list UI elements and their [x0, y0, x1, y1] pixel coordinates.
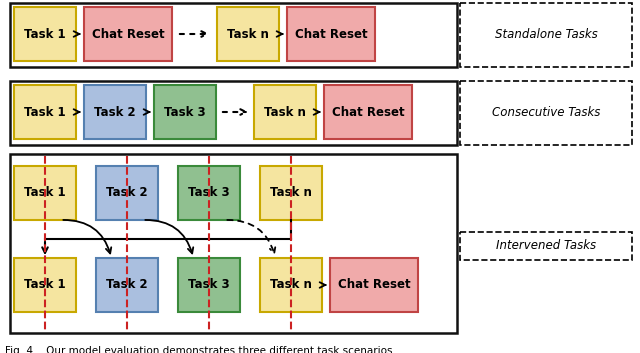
Text: Task 2: Task 2	[106, 279, 148, 292]
FancyBboxPatch shape	[287, 7, 375, 61]
FancyBboxPatch shape	[84, 7, 172, 61]
FancyBboxPatch shape	[84, 85, 146, 139]
Text: Task 3: Task 3	[188, 186, 230, 199]
FancyBboxPatch shape	[154, 85, 216, 139]
FancyBboxPatch shape	[260, 166, 322, 220]
FancyBboxPatch shape	[254, 85, 316, 139]
Text: Task 2: Task 2	[94, 106, 136, 119]
FancyBboxPatch shape	[217, 7, 279, 61]
Text: Task n: Task n	[270, 279, 312, 292]
FancyBboxPatch shape	[324, 85, 412, 139]
Text: Task 3: Task 3	[188, 279, 230, 292]
Text: Task 1: Task 1	[24, 106, 66, 119]
Text: Intervened Tasks: Intervened Tasks	[496, 239, 596, 252]
FancyBboxPatch shape	[260, 258, 322, 312]
Text: Standalone Tasks: Standalone Tasks	[495, 29, 597, 42]
Text: Chat Reset: Chat Reset	[294, 28, 367, 41]
FancyBboxPatch shape	[96, 166, 158, 220]
FancyBboxPatch shape	[14, 258, 76, 312]
Text: Task 1: Task 1	[24, 186, 66, 199]
Text: Task 1: Task 1	[24, 279, 66, 292]
FancyBboxPatch shape	[14, 85, 76, 139]
Text: Consecutive Tasks: Consecutive Tasks	[492, 107, 600, 120]
FancyBboxPatch shape	[14, 7, 76, 61]
FancyBboxPatch shape	[330, 258, 418, 312]
FancyBboxPatch shape	[178, 258, 240, 312]
Text: Fig. 4.   Our model evaluation demonstrates three different task scenarios.: Fig. 4. Our model evaluation demonstrate…	[5, 346, 396, 353]
Text: Task 1: Task 1	[24, 28, 66, 41]
FancyBboxPatch shape	[178, 166, 240, 220]
Text: Task n: Task n	[264, 106, 306, 119]
Text: Task 3: Task 3	[164, 106, 206, 119]
Text: Chat Reset: Chat Reset	[332, 106, 404, 119]
Text: Task n: Task n	[270, 186, 312, 199]
FancyBboxPatch shape	[14, 166, 76, 220]
Text: Task 2: Task 2	[106, 186, 148, 199]
Text: Chat Reset: Chat Reset	[338, 279, 410, 292]
Text: Chat Reset: Chat Reset	[92, 28, 164, 41]
Text: Task n: Task n	[227, 28, 269, 41]
FancyBboxPatch shape	[96, 258, 158, 312]
